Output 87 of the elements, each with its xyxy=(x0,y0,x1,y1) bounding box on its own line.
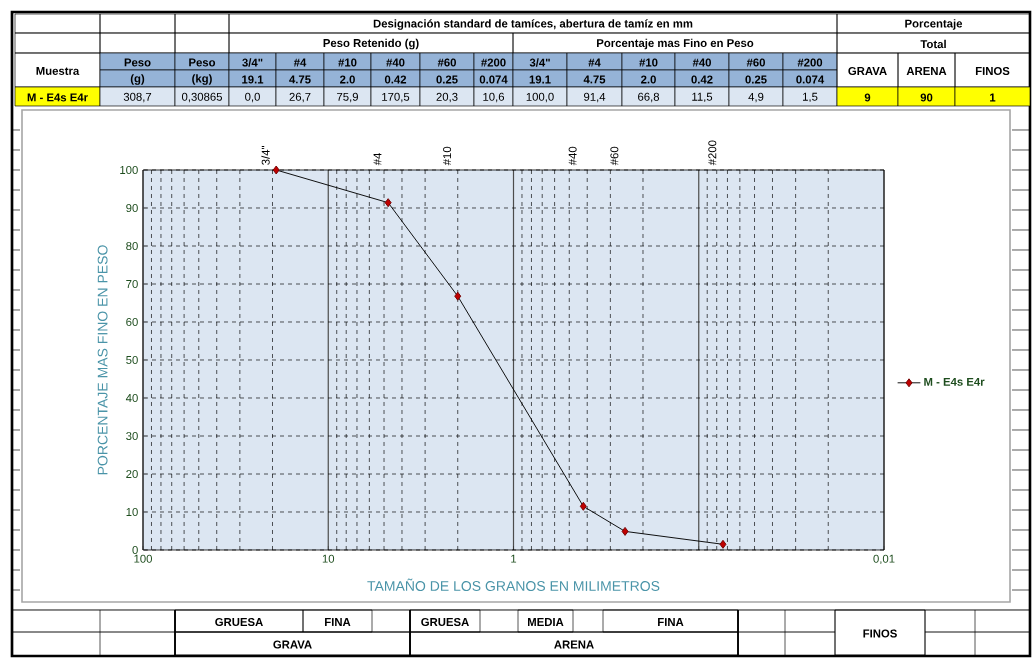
x-tick-label: 10 xyxy=(322,554,335,563)
x-tick-label: 0,01 xyxy=(873,554,895,565)
text: FINA xyxy=(658,618,684,626)
y-tick-label: 90 xyxy=(126,204,138,213)
text: #60 xyxy=(437,58,456,67)
text: #200 xyxy=(708,140,717,166)
text: Muestra xyxy=(36,67,80,75)
y-tick-label: 30 xyxy=(126,432,138,441)
text: GRUESA xyxy=(215,618,263,627)
text: #60 xyxy=(746,58,765,67)
text: #10 xyxy=(338,58,357,67)
text: #4 xyxy=(373,153,382,166)
y-tick-label: 0 xyxy=(132,546,138,555)
text: 3/4" xyxy=(261,146,270,165)
text: #4 xyxy=(588,58,601,67)
y-tick-label: 100 xyxy=(120,166,138,174)
text: 26,7 xyxy=(289,92,311,103)
text: Peso Retenido (g) xyxy=(323,38,419,50)
text: 4.75 xyxy=(289,75,311,84)
text: #4 xyxy=(293,58,307,67)
text: 1 xyxy=(990,93,996,102)
text: 11,5 xyxy=(692,92,713,103)
text: #60 xyxy=(610,146,619,166)
text: FINOS xyxy=(863,629,897,638)
text: Peso xyxy=(189,58,216,67)
text: 4,9 xyxy=(748,92,764,103)
text: GRAVA xyxy=(273,640,312,649)
text: 0.074 xyxy=(796,75,825,84)
text: #10 xyxy=(639,58,658,67)
legend-label: M - E4s E4r xyxy=(924,377,985,386)
y-tick-label: 20 xyxy=(126,470,138,479)
text: #40 xyxy=(692,58,711,67)
text: #200 xyxy=(797,58,823,67)
text: 66,8 xyxy=(638,92,660,103)
text: ARENA xyxy=(554,640,594,649)
y-tick-label: 10 xyxy=(126,508,138,517)
y-tick-label: 40 xyxy=(125,394,138,403)
text: 0,30865 xyxy=(181,92,223,103)
text: FINA xyxy=(325,618,351,626)
text: 0.25 xyxy=(436,75,458,84)
x-tick-label: 100 xyxy=(134,554,152,563)
text: #40 xyxy=(568,146,577,166)
text: GRAVA xyxy=(848,66,887,75)
text: FINOS xyxy=(975,66,1010,75)
y-tick-label: 50 xyxy=(126,356,138,365)
text: 0.42 xyxy=(691,75,713,84)
text: Designación standard de tamíces, abertura de tamíz en mm xyxy=(373,19,693,30)
text: 2.0 xyxy=(641,75,656,84)
text: #10 xyxy=(443,146,452,166)
text: (kg) xyxy=(192,74,212,85)
text: 91,4 xyxy=(584,92,606,103)
text: 19.1 xyxy=(242,75,264,84)
text: 19.1 xyxy=(529,75,551,84)
text: 100,0 xyxy=(526,92,554,103)
text: Porcentaje mas Fino en Peso xyxy=(597,38,754,50)
x-tick-label: 1 xyxy=(511,554,517,563)
y-tick-label: 70 xyxy=(126,280,138,289)
text: GRUESA xyxy=(421,618,469,627)
text: 1,5 xyxy=(802,92,818,103)
text: (g) xyxy=(130,74,145,85)
text: 9 xyxy=(864,93,871,102)
text: 2.0 xyxy=(340,75,355,84)
text: Peso xyxy=(124,58,151,67)
text: 75,9 xyxy=(337,92,358,103)
y-tick-label: 60 xyxy=(126,318,138,327)
text: #40 xyxy=(386,58,405,67)
text: Total xyxy=(920,39,946,49)
text: 0.42 xyxy=(384,75,407,84)
text: Porcentaje xyxy=(905,19,963,30)
text: #200 xyxy=(481,58,506,67)
text: 3/4" xyxy=(242,58,263,67)
y-axis-title: PORCENTAJE MAS FINO EN PESO xyxy=(97,245,108,475)
text: MEDIA xyxy=(528,618,564,626)
text: M - E4s E4r xyxy=(27,93,88,102)
text: 0,0 xyxy=(245,92,260,103)
text: 308,7 xyxy=(123,92,152,103)
text: 3/4" xyxy=(529,58,550,67)
y-tick-label: 80 xyxy=(126,242,138,251)
x-axis-title: TAMAÑO DE LOS GRANOS EN MILIMETROS xyxy=(367,578,660,591)
text: ARENA xyxy=(906,67,947,75)
text: 170,5 xyxy=(382,92,410,103)
text: 90 xyxy=(920,93,933,102)
text: 10,6 xyxy=(483,92,505,103)
text: 0.25 xyxy=(745,75,767,84)
text: 20,3 xyxy=(436,92,458,103)
text: 0.074 xyxy=(479,75,508,84)
text: 4.75 xyxy=(583,75,606,84)
